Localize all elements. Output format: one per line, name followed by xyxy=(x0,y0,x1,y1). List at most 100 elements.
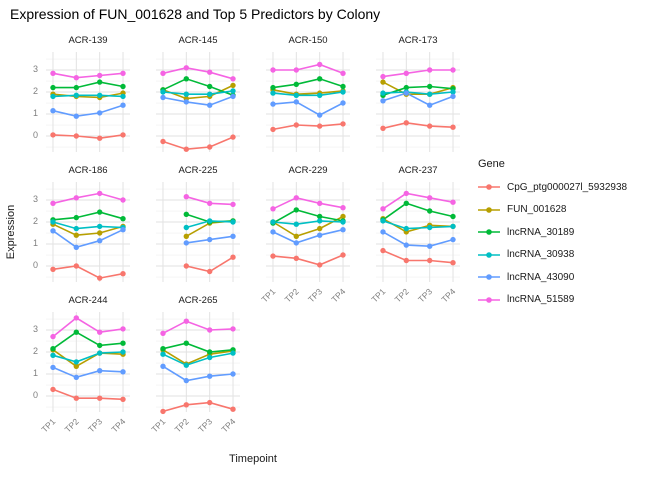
data-point-lncRNA_51589 xyxy=(207,327,213,333)
data-point-lncRNA_30189 xyxy=(120,340,126,346)
facet-panel-ACR-186 xyxy=(46,182,130,282)
data-point-lncRNA_30938 xyxy=(120,349,126,355)
data-point-CpG_ptg000027l_5932938 xyxy=(340,252,346,258)
data-point-lncRNA_30189 xyxy=(73,329,79,335)
series-line-lncRNA_43090 xyxy=(162,365,234,382)
data-point-lncRNA_30189 xyxy=(207,83,213,90)
legend-key-icon xyxy=(478,274,500,280)
facet-strip-label: ACR-225 xyxy=(178,165,218,176)
data-point-lncRNA_30189 xyxy=(73,214,79,221)
data-point-lncRNA_30938 xyxy=(183,362,189,368)
data-point-lncRNA_51589 xyxy=(340,70,346,76)
data-point-lncRNA_43090 xyxy=(207,102,213,108)
legend-key-icon xyxy=(478,184,500,190)
y-tick-label: 2 xyxy=(32,346,38,357)
series-line-lncRNA_30938 xyxy=(52,221,124,230)
data-point-lncRNA_51589 xyxy=(380,206,386,212)
series-line-lncRNA_30189 xyxy=(272,209,344,224)
data-point-lncRNA_43090 xyxy=(50,228,56,234)
data-point-lncRNA_30189 xyxy=(160,346,166,352)
legend-entry-label: CpG_ptg000027l_5932938 xyxy=(507,181,628,193)
series-line-CpG_ptg000027l_5932938 xyxy=(272,123,344,131)
data-point-lncRNA_30938 xyxy=(317,92,323,98)
series-line-lncRNA_30938 xyxy=(52,94,124,98)
data-point-lncRNA_51589 xyxy=(120,70,126,76)
data-point-lncRNA_30938 xyxy=(450,223,456,230)
data-point-lncRNA_43090 xyxy=(230,371,236,377)
data-point-FUN_001628 xyxy=(73,232,79,238)
data-point-lncRNA_51589 xyxy=(317,200,323,206)
data-point-lncRNA_30938 xyxy=(183,91,189,97)
series-line-lncRNA_43090 xyxy=(52,104,124,118)
series-line-lncRNA_30189 xyxy=(382,202,454,221)
data-point-lncRNA_43090 xyxy=(340,227,346,233)
data-point-CpG_ptg000027l_5932938 xyxy=(293,122,299,128)
data-point-lncRNA_30938 xyxy=(160,89,166,95)
data-point-lncRNA_43090 xyxy=(427,243,433,249)
data-point-lncRNA_30938 xyxy=(230,350,236,356)
data-point-lncRNA_30189 xyxy=(403,84,409,91)
series-line-CpG_ptg000027l_5932938 xyxy=(52,388,124,401)
series-line-lncRNA_43090 xyxy=(162,95,234,107)
data-point-CpG_ptg000027l_5932938 xyxy=(450,124,456,130)
data-point-lncRNA_51589 xyxy=(450,67,456,73)
series-line-lncRNA_51589 xyxy=(272,63,344,75)
series-line-lncRNA_51589 xyxy=(52,316,124,338)
data-point-lncRNA_30938 xyxy=(120,93,126,100)
series-line-lncRNA_30189 xyxy=(52,81,124,89)
legend-entry-label: FUN_001628 xyxy=(507,204,567,215)
data-point-lncRNA_30938 xyxy=(270,219,276,225)
data-point-FUN_001628 xyxy=(380,79,386,85)
data-point-lncRNA_30938 xyxy=(207,354,213,361)
y-tick-label: 0 xyxy=(32,130,38,141)
data-point-CpG_ptg000027l_5932938 xyxy=(97,395,103,401)
data-point-CpG_ptg000027l_5932938 xyxy=(120,396,126,402)
facet-panel-ACR-237: TP1 TP2 TP3 TP4 xyxy=(369,182,460,304)
series-line-FUN_001628 xyxy=(382,81,454,96)
x-tick-label: TP1 xyxy=(369,286,387,304)
data-point-CpG_ptg000027l_5932938 xyxy=(183,402,189,408)
facet-panel-ACR-244: TP1 TP2 TP3 TP4 xyxy=(39,312,130,434)
data-point-lncRNA_43090 xyxy=(160,94,166,101)
x-tick-label: TP2 xyxy=(63,416,81,434)
data-point-lncRNA_30938 xyxy=(340,89,346,95)
data-point-lncRNA_30938 xyxy=(380,90,386,96)
data-point-CpG_ptg000027l_5932938 xyxy=(450,260,456,266)
series-line-lncRNA_30938 xyxy=(52,351,124,363)
data-point-CpG_ptg000027l_5932938 xyxy=(50,132,56,138)
data-point-CpG_ptg000027l_5932938 xyxy=(50,386,56,393)
data-point-lncRNA_51589 xyxy=(380,73,386,80)
data-point-CpG_ptg000027l_5932938 xyxy=(403,257,409,264)
data-point-lncRNA_43090 xyxy=(207,373,213,379)
legend-entry-CpG_ptg000027l_5932938: CpG_ptg000027l_5932938 xyxy=(478,181,627,193)
data-point-FUN_001628 xyxy=(183,233,189,239)
series-line-lncRNA_30189 xyxy=(272,77,344,89)
data-point-lncRNA_43090 xyxy=(207,236,213,243)
data-point-lncRNA_30189 xyxy=(97,342,103,349)
data-point-lncRNA_30938 xyxy=(317,218,323,224)
x-tick-label: TP4 xyxy=(329,286,347,304)
data-point-lncRNA_51589 xyxy=(183,194,189,200)
facet-strip-label: ACR-173 xyxy=(398,35,438,46)
legend-entry-lncRNA_43090: lncRNA_43090 xyxy=(478,271,627,283)
series-line-FUN_001628 xyxy=(272,215,344,238)
data-point-CpG_ptg000027l_5932938 xyxy=(380,247,386,254)
data-point-FUN_001628 xyxy=(340,213,346,220)
y-tick-label: 2 xyxy=(32,216,38,227)
data-point-lncRNA_30938 xyxy=(50,219,56,225)
facet-strip-label: ACR-139 xyxy=(68,35,108,46)
data-point-lncRNA_30938 xyxy=(207,91,213,97)
data-point-lncRNA_43090 xyxy=(380,229,386,235)
data-point-lncRNA_43090 xyxy=(73,244,79,250)
y-tick-label: 0 xyxy=(32,260,38,271)
data-point-CpG_ptg000027l_5932938 xyxy=(230,134,236,140)
data-point-lncRNA_30938 xyxy=(207,218,213,224)
x-tick-label: TP2 xyxy=(393,286,411,304)
data-point-CpG_ptg000027l_5932938 xyxy=(207,144,213,150)
legend-entry-label: lncRNA_43090 xyxy=(507,271,575,283)
x-tick-label: TP3 xyxy=(86,416,104,434)
data-point-lncRNA_51589 xyxy=(183,318,189,324)
facet-strip-label: ACR-150 xyxy=(288,35,328,46)
series-line-lncRNA_30189 xyxy=(162,77,234,97)
